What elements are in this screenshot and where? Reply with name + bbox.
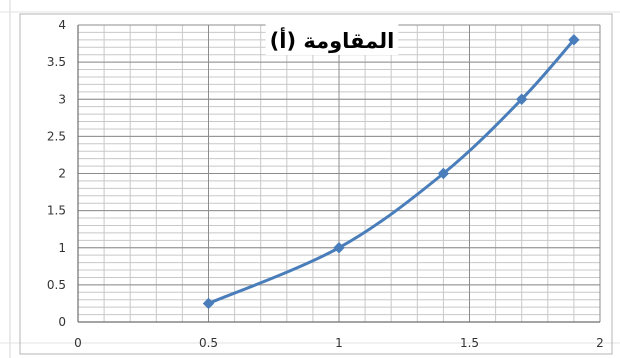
x-tick-label: 0 xyxy=(74,336,82,350)
series-group xyxy=(202,34,580,310)
x-tick-label: 2 xyxy=(596,336,604,350)
data-point-marker xyxy=(515,93,528,105)
data-point-marker xyxy=(202,297,215,310)
y-tick-label: 2.5 xyxy=(47,129,66,143)
data-point-marker xyxy=(333,242,345,254)
y-tick-label: 0.5 xyxy=(47,278,66,292)
data-point-marker xyxy=(568,34,580,46)
y-tick-label: 0 xyxy=(58,315,66,329)
y-tick-label: 1 xyxy=(58,241,66,255)
y-tick-label: 1.5 xyxy=(47,204,66,218)
series-line xyxy=(207,38,576,305)
x-tick-label: 1 xyxy=(335,336,343,350)
chart-title: المقاومة (أ) xyxy=(270,26,395,53)
y-tick-label: 2 xyxy=(58,167,66,181)
y-tick-label: 3.5 xyxy=(47,55,66,69)
y-axis-tick-labels: 0 0.5 1 1.5 2 2.5 3 3.5 4 xyxy=(47,18,66,329)
x-axis-tick-labels: 0 0.5 1 1.5 2 xyxy=(74,336,604,350)
y-tick-label: 4 xyxy=(58,18,66,32)
chart-title-background xyxy=(265,24,399,55)
chart-area-border xyxy=(19,13,613,355)
x-tick-label: 0.5 xyxy=(199,336,218,350)
data-point-marker xyxy=(437,167,450,180)
x-tick-label: 1.5 xyxy=(460,336,479,350)
y-tick-label: 3 xyxy=(58,92,66,106)
axes xyxy=(77,25,600,323)
